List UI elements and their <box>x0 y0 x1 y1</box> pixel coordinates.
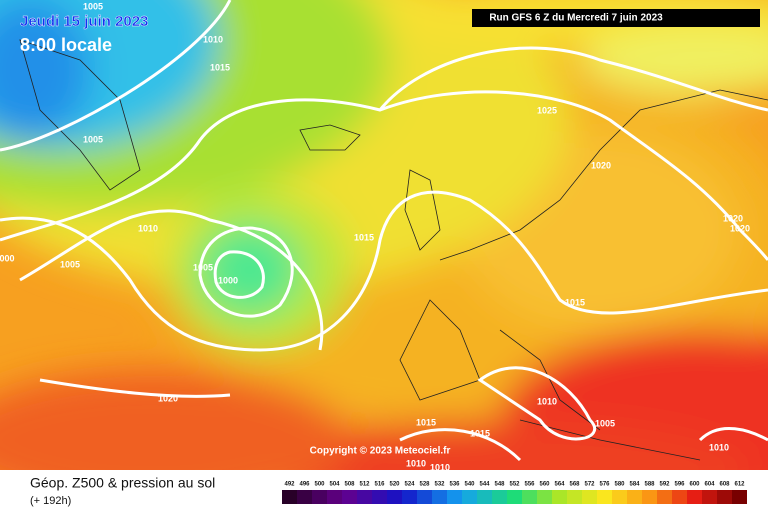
isobar-label: 000 <box>0 253 15 263</box>
scale-swatch <box>297 490 312 504</box>
isobar-label: 1010 <box>138 223 158 233</box>
isobar-label: 1025 <box>537 105 557 115</box>
forecast-date: Jeudi 15 juin 2023 <box>20 13 148 30</box>
scale-label: 596 <box>674 482 685 488</box>
scale-label: 548 <box>494 482 505 488</box>
isobar-label: 1005 <box>193 262 213 272</box>
scale-swatch <box>627 490 642 504</box>
run-info: Run GFS 6 Z du Mercredi 7 juin 2023 <box>489 13 663 24</box>
scale-label: 560 <box>539 482 550 488</box>
scale-swatch <box>687 490 702 504</box>
copyright: Copyright © 2023 Meteociel.fr <box>310 446 451 457</box>
isobar-label: 1010 <box>430 462 450 472</box>
scale-label: 612 <box>734 482 745 488</box>
scale-label: 540 <box>464 482 475 488</box>
run-banner <box>472 9 760 27</box>
scale-label: 588 <box>644 482 655 488</box>
scale-label: 580 <box>614 482 625 488</box>
scale-swatch <box>327 490 342 504</box>
scale-label: 528 <box>419 482 430 488</box>
isobar-label: 1010 <box>203 34 223 44</box>
scale-label: 520 <box>389 482 400 488</box>
scale-label: 564 <box>554 482 565 488</box>
scale-swatch <box>387 490 402 504</box>
isobar-label: 1010 <box>537 396 557 406</box>
isobar-label: 1000 <box>218 275 238 285</box>
color-scale: 492 496 500 504 508 512 516 520 524 528 532 536 540 5… <box>282 482 747 504</box>
scale-swatch <box>717 490 732 504</box>
scale-label: 604 <box>704 482 715 488</box>
scale-swatch <box>342 490 357 504</box>
scale-swatch <box>447 490 462 504</box>
scale-label: 608 <box>719 482 730 488</box>
scale-label: 504 <box>329 482 340 488</box>
scale-label: 576 <box>599 482 610 488</box>
isobar-label: 1005 <box>60 259 80 269</box>
scale-label: 544 <box>479 482 490 488</box>
isobar-label: 1010 <box>709 442 729 452</box>
footer-subtitle: (+ 192h) <box>30 495 71 507</box>
isobar-label: 1020 <box>730 223 750 233</box>
scale-label: 516 <box>374 482 385 488</box>
scale-swatch <box>462 490 477 504</box>
isobar-label: 1015 <box>354 232 374 242</box>
scale-swatch <box>582 490 597 504</box>
scale-swatch <box>597 490 612 504</box>
scale-swatch <box>522 490 537 504</box>
isobar-label: 1020 <box>158 393 178 403</box>
isobar-label: 1020 <box>591 160 611 170</box>
scale-label: 536 <box>449 482 460 488</box>
scale-swatch <box>372 490 387 504</box>
isobar-label: 1015 <box>210 62 230 72</box>
scale-label: 508 <box>344 482 355 488</box>
isobar-labels: 1005101010151005102510201010101510201020… <box>0 1 750 472</box>
scale-label: 524 <box>404 482 415 488</box>
scale-label: 600 <box>689 482 700 488</box>
scale-label: 552 <box>509 482 520 488</box>
scale-swatch <box>537 490 552 504</box>
forecast-time: 8:00 locale <box>20 35 112 55</box>
scale-swatch <box>477 490 492 504</box>
scale-swatch <box>732 490 747 504</box>
scale-swatch <box>642 490 657 504</box>
scale-swatch <box>312 490 327 504</box>
isobar-label: 1015 <box>565 297 585 307</box>
scale-swatch <box>552 490 567 504</box>
scale-label: 556 <box>524 482 535 488</box>
scale-label: 584 <box>629 482 640 488</box>
scale-swatch <box>702 490 717 504</box>
footer-title: Géop. Z500 & pression au sol <box>30 475 215 491</box>
scale-label: 492 <box>284 482 295 488</box>
scale-label: 500 <box>314 482 325 488</box>
scale-label: 496 <box>299 482 310 488</box>
isobar-label: 1005 <box>595 418 615 428</box>
scale-label: 592 <box>659 482 670 488</box>
scale-swatch <box>492 490 507 504</box>
scale-label: 512 <box>359 482 370 488</box>
isobar-label: 1005 <box>83 134 103 144</box>
scale-label: 572 <box>584 482 595 488</box>
scale-swatch <box>432 490 447 504</box>
scale-swatch <box>402 490 417 504</box>
scale-label: 532 <box>434 482 445 488</box>
isobar-label: 1005 <box>83 1 103 11</box>
isobar-label: 1015 <box>470 428 490 438</box>
scale-swatch <box>357 490 372 504</box>
scale-label: 568 <box>569 482 580 488</box>
isobar-label: 1020 <box>723 213 743 223</box>
scale-swatch <box>417 490 432 504</box>
isobar-label: 1015 <box>416 417 436 427</box>
scale-swatch <box>282 490 297 504</box>
scale-swatch <box>672 490 687 504</box>
isobar-label: 1010 <box>406 458 426 468</box>
scale-swatch <box>612 490 627 504</box>
scale-swatch <box>507 490 522 504</box>
scale-swatch <box>567 490 582 504</box>
scale-swatch <box>657 490 672 504</box>
